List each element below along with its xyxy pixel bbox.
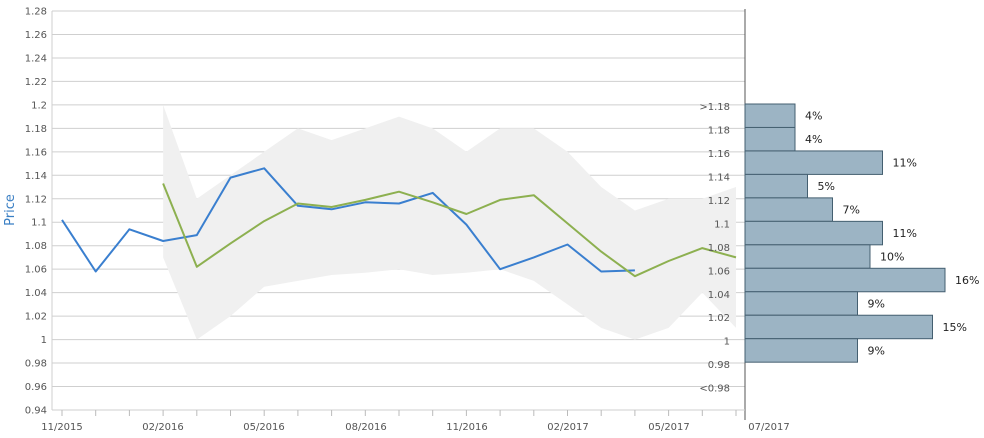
histogram-bin-label: <0.98 (699, 384, 730, 395)
y-tick-label: 0.96 (25, 382, 47, 393)
histogram-bar (744, 244, 871, 269)
x-tick-label: 11/2016 (446, 422, 488, 433)
histogram-bar (744, 291, 858, 316)
histogram-bin-label: 1.02 (708, 313, 730, 324)
histogram-bar (744, 197, 833, 222)
x-tick-label: 05/2017 (648, 422, 690, 433)
x-tick-label: 02/2017 (547, 422, 589, 433)
y-tick-label: 1.24 (25, 53, 47, 64)
series-line-blue (61, 167, 635, 273)
y-tick-label: 1 (41, 335, 47, 346)
distribution-histogram: >1.18 4% 1.18 4% 1.16 11% 1.14 5% 1.12 7% 1.1 11% 1.… (699, 102, 979, 395)
y-tick-label: 1.16 (25, 147, 47, 158)
y-axis-label: Price (3, 194, 18, 226)
x-tick-label: 02/2016 (142, 422, 184, 433)
histogram-percent-label: 7% (843, 204, 860, 217)
y-tick-label: 1.14 (25, 171, 47, 182)
y-tick-label: 1.04 (25, 288, 47, 299)
histogram-percent-label: 15% (943, 321, 967, 334)
y-tick-label: 1.28 (25, 7, 47, 18)
y-tick-label: 1.26 (25, 30, 47, 41)
histogram-bar (744, 103, 796, 128)
histogram-percent-label: 10% (880, 251, 904, 264)
histogram-percent-label: 11% (893, 157, 917, 170)
histogram-percent-label: 4% (805, 133, 822, 146)
histogram-percent-label: 4% (805, 110, 822, 123)
y-tick-label: 1.06 (25, 265, 47, 276)
histogram-bin-label: 1 (724, 337, 730, 348)
y-tick-label: 1.18 (25, 124, 47, 135)
y-tick-label: 1.1 (31, 218, 47, 229)
histogram-bar (744, 267, 946, 293)
forecast-range-band (163, 104, 737, 340)
histogram-bin-label: 0.98 (708, 360, 730, 371)
histogram-bar (744, 173, 808, 199)
histogram-bin-label: 1.04 (708, 290, 730, 301)
series-lines (61, 167, 737, 278)
x-tick-label: 11/2015 (41, 422, 83, 433)
y-tick-label: 0.98 (25, 359, 47, 370)
y-tick-label: 1.02 (25, 312, 47, 323)
histogram-bar (744, 338, 858, 363)
histogram-percent-label: 16% (955, 274, 979, 287)
histogram-bin-label: 1.16 (708, 149, 730, 160)
histogram-bin-label: 1.1 (714, 219, 730, 230)
histogram-percent-label: 11% (893, 227, 917, 240)
histogram-bar (744, 126, 796, 152)
y-tick-label: 1.08 (25, 241, 47, 252)
histogram-percent-label: 9% (868, 298, 885, 311)
histogram-bar (744, 314, 933, 340)
histogram-bin-label: >1.18 (699, 102, 730, 113)
y-axis-ticks: 0.94 0.96 0.98 1 1.02 1.04 1.06 1.08 1.1 1.12 1.14… (25, 7, 47, 417)
x-axis: 11/2015 02/2016 05/2016 08/2016 11/2016 02/20… (41, 9, 790, 433)
histogram-bar (744, 150, 883, 175)
y-tick-label: 1.12 (25, 194, 47, 205)
y-tick-label: 1.2 (31, 100, 47, 111)
histogram-bar (744, 220, 883, 246)
series-line-green (162, 183, 737, 278)
x-tick-label: 07/2017 (748, 422, 790, 433)
histogram-percent-label: 5% (818, 180, 835, 193)
histogram-bin-label: 1.18 (708, 125, 730, 136)
histogram-bin-label: 1.08 (708, 243, 730, 254)
histogram-bin-label: 1.14 (708, 172, 730, 183)
histogram-bin-label: 1.12 (708, 196, 730, 207)
x-tick-label: 05/2016 (243, 422, 285, 433)
y-tick-label: 0.94 (25, 406, 47, 417)
x-tick-label: 08/2016 (345, 422, 387, 433)
histogram-bin-label: 1.06 (708, 266, 730, 277)
histogram-percent-label: 9% (868, 344, 885, 357)
y-tick-label: 1.22 (25, 77, 47, 88)
